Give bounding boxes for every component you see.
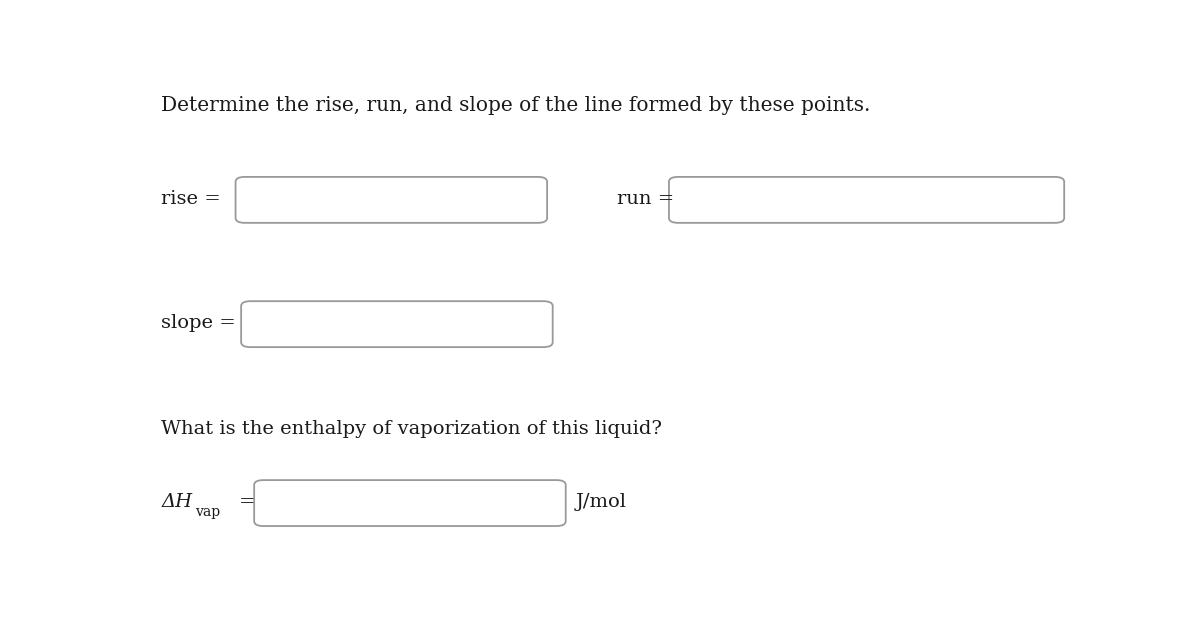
Text: J/mol: J/mol bbox=[576, 493, 626, 511]
Text: Determine the rise, run, and slope of the line formed by these points.: Determine the rise, run, and slope of th… bbox=[161, 96, 870, 115]
FancyBboxPatch shape bbox=[235, 177, 547, 223]
Text: ΔH: ΔH bbox=[161, 493, 192, 511]
Text: slope =: slope = bbox=[161, 314, 236, 332]
Text: vap: vap bbox=[194, 506, 220, 519]
Text: =: = bbox=[239, 493, 256, 511]
FancyBboxPatch shape bbox=[241, 301, 553, 347]
FancyBboxPatch shape bbox=[254, 480, 565, 526]
Text: rise =: rise = bbox=[161, 190, 221, 208]
FancyBboxPatch shape bbox=[668, 177, 1064, 223]
Text: run =: run = bbox=[617, 190, 674, 208]
Text: What is the enthalpy of vaporization of this liquid?: What is the enthalpy of vaporization of … bbox=[161, 420, 662, 438]
